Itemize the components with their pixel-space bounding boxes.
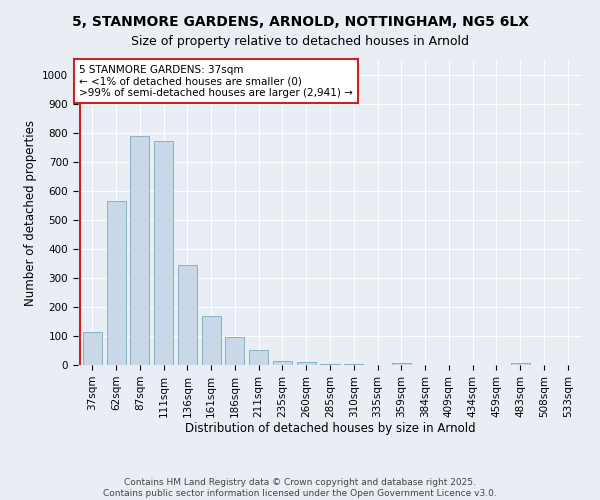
Bar: [107, 201, 125, 365]
Bar: [344, 364, 363, 365]
Bar: [392, 363, 411, 365]
Text: Contains HM Land Registry data © Crown copyright and database right 2025.
Contai: Contains HM Land Registry data © Crown c…: [103, 478, 497, 498]
Bar: [226, 337, 244, 365]
Bar: [297, 362, 316, 365]
X-axis label: Distribution of detached houses by size in Arnold: Distribution of detached houses by size …: [185, 422, 475, 436]
Bar: [320, 364, 340, 365]
Bar: [511, 363, 530, 365]
Bar: [130, 136, 149, 365]
Text: 5, STANMORE GARDENS, ARNOLD, NOTTINGHAM, NG5 6LX: 5, STANMORE GARDENS, ARNOLD, NOTTINGHAM,…: [71, 15, 529, 29]
Bar: [249, 350, 268, 365]
Bar: [273, 361, 292, 365]
Y-axis label: Number of detached properties: Number of detached properties: [23, 120, 37, 306]
Text: 5 STANMORE GARDENS: 37sqm
← <1% of detached houses are smaller (0)
>99% of semi-: 5 STANMORE GARDENS: 37sqm ← <1% of detac…: [79, 64, 353, 98]
Bar: [202, 316, 221, 365]
Text: Size of property relative to detached houses in Arnold: Size of property relative to detached ho…: [131, 35, 469, 48]
Bar: [178, 265, 197, 365]
Bar: [83, 332, 102, 365]
Bar: [154, 142, 173, 365]
